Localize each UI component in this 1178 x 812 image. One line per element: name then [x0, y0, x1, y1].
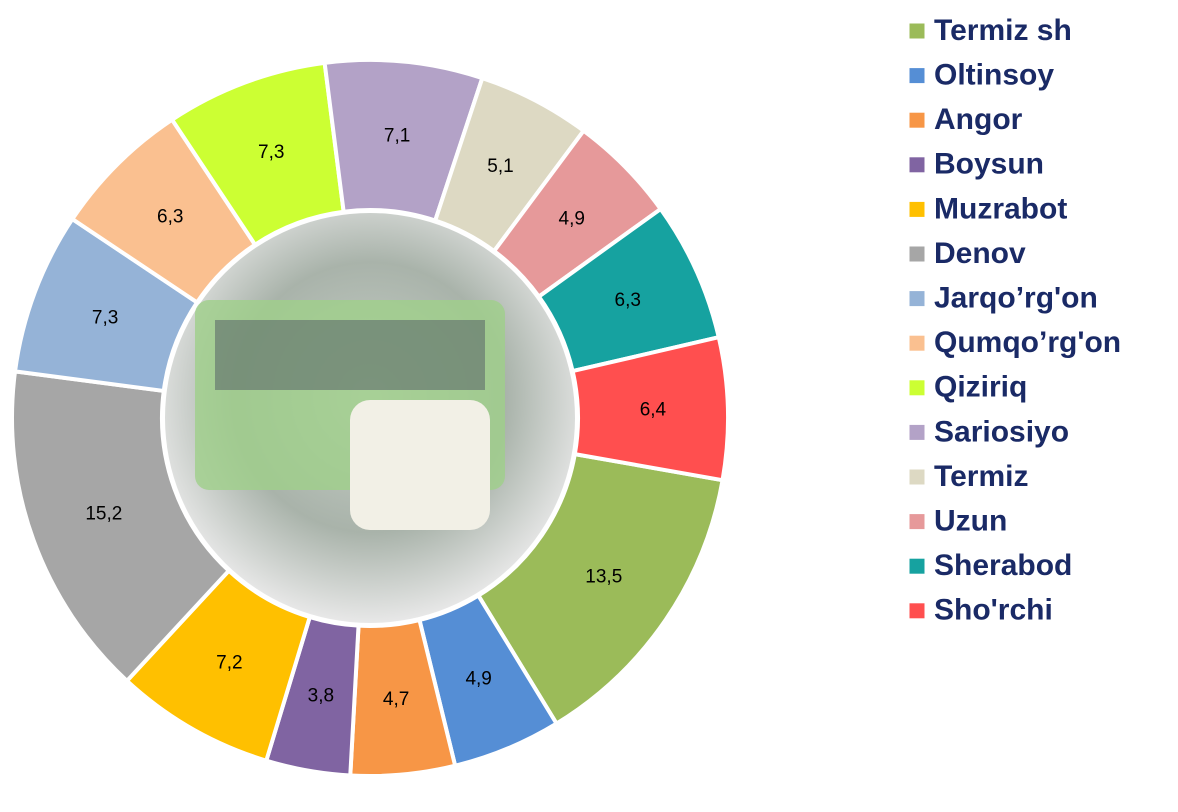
legend-label: Boysun: [934, 148, 1044, 181]
data-label: 6,4: [640, 400, 667, 421]
legend-label: Sho'rchi: [934, 594, 1053, 627]
data-label: 7,3: [258, 142, 284, 163]
legend-label: Sherabod: [934, 549, 1072, 582]
data-label: 6,3: [615, 290, 641, 311]
legend-swatch: [908, 557, 926, 575]
legend-label: Sariosiyo: [934, 415, 1069, 448]
legend-swatch: [908, 67, 926, 85]
data-label: 13,5: [585, 566, 622, 587]
donut-segment: [570, 334, 730, 483]
data-label: 7,1: [384, 125, 410, 146]
data-label: 4,9: [465, 668, 491, 689]
legend-label: Oltinsoy: [934, 59, 1054, 92]
legend-swatch: [908, 379, 926, 397]
data-label: 7,2: [216, 653, 242, 674]
data-label: 4,7: [383, 689, 409, 710]
legend-label: Qumqo’rg'on: [934, 326, 1121, 359]
legend-swatch: [908, 334, 926, 352]
legend-label: Termiz: [934, 460, 1028, 493]
legend-swatch: [908, 22, 926, 40]
legend-swatch: [908, 200, 926, 218]
donut-segment: [10, 369, 232, 684]
legend-label: Denov: [934, 237, 1026, 270]
legend-swatch: [908, 245, 926, 263]
legend-swatch: [908, 602, 926, 620]
data-label: 3,8: [308, 686, 334, 707]
data-label: 15,2: [85, 503, 122, 524]
legend-label: Uzun: [934, 505, 1007, 538]
data-label: 4,9: [559, 209, 585, 230]
legend-swatch: [908, 156, 926, 174]
donut-segment: [475, 451, 725, 727]
legend-swatch: [908, 290, 926, 308]
legend-label: Qiziriq: [934, 371, 1027, 404]
data-label: 5,1: [487, 156, 513, 177]
center-photo: [165, 213, 575, 623]
legend-label: Jarqo’rg'on: [934, 282, 1098, 315]
data-label: 7,3: [92, 307, 118, 328]
legend-label: Muzrabot: [934, 192, 1067, 225]
data-label: 6,3: [157, 207, 183, 228]
legend-swatch: [908, 111, 926, 129]
legend-label: Termiz sh: [934, 14, 1072, 47]
legend-swatch: [908, 423, 926, 441]
legend-label: Angor: [934, 103, 1023, 136]
legend-swatch: [908, 468, 926, 486]
legend-swatch: [908, 513, 926, 531]
